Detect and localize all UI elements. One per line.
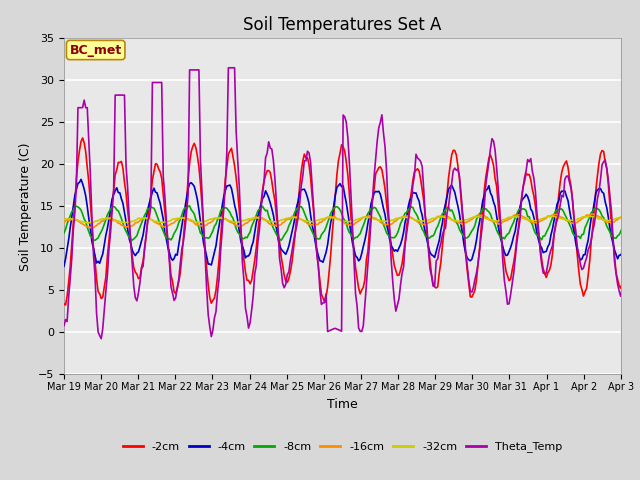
X-axis label: Time: Time (327, 397, 358, 410)
Text: BC_met: BC_met (70, 44, 122, 57)
Legend: -2cm, -4cm, -8cm, -16cm, -32cm, Theta_Temp: -2cm, -4cm, -8cm, -16cm, -32cm, Theta_Te… (118, 437, 566, 457)
Y-axis label: Soil Temperature (C): Soil Temperature (C) (19, 142, 33, 271)
Title: Soil Temperatures Set A: Soil Temperatures Set A (243, 16, 442, 34)
